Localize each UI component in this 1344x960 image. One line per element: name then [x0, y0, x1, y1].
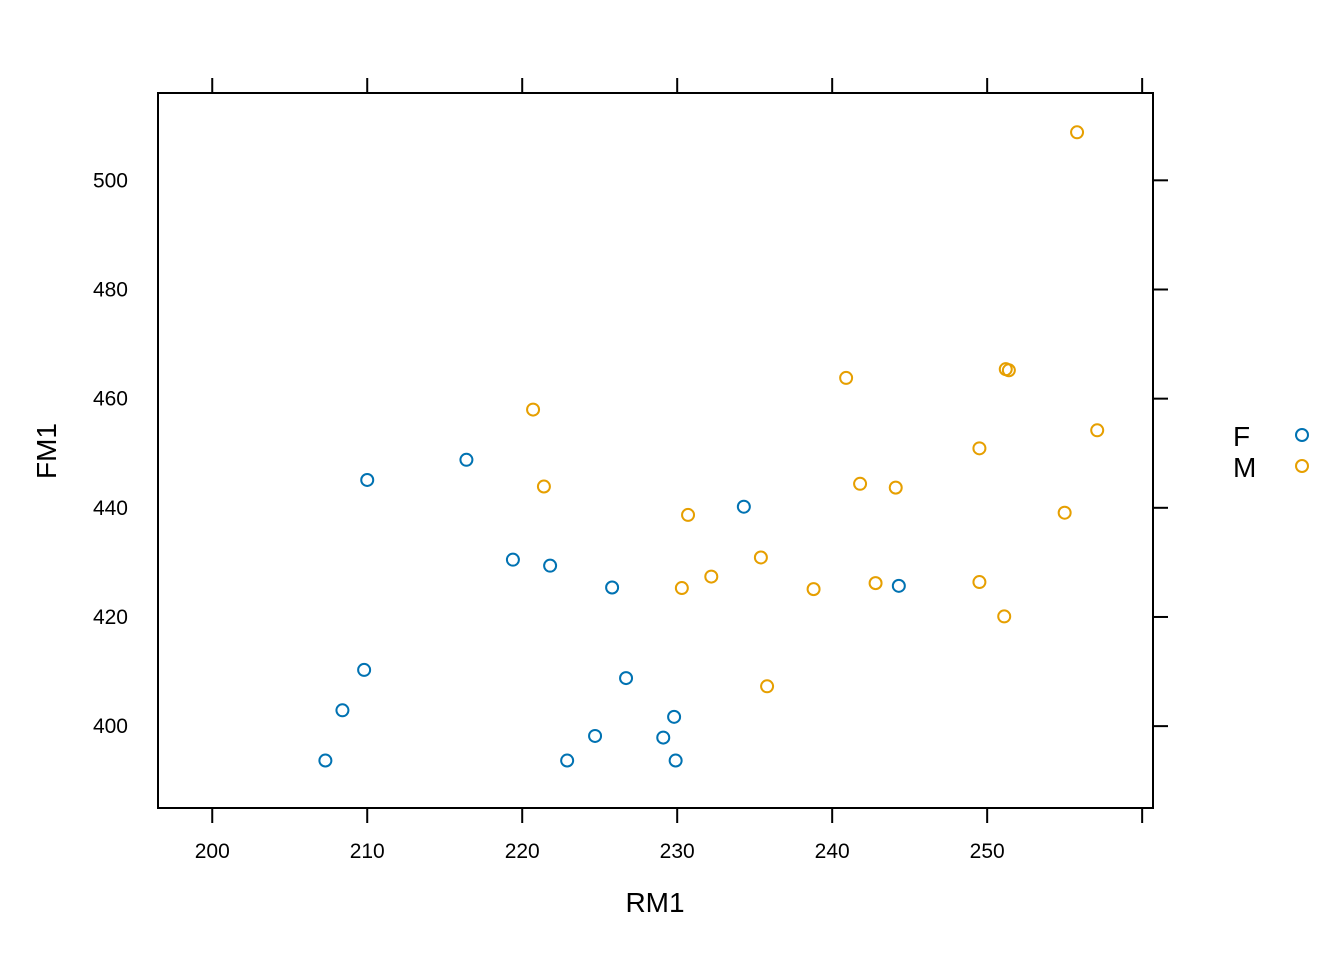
y-tick-label: 440: [93, 497, 128, 520]
data-point-F: [605, 580, 620, 595]
data-point-F: [560, 753, 575, 768]
data-point-M: [753, 550, 768, 565]
data-points: [318, 125, 1105, 768]
x-tick-label: 220: [505, 840, 540, 863]
axis-ticks: [211, 78, 1168, 823]
axis-tick-labels: 200 210 220 230 240 250 400 420 440 460 480 500: [93, 169, 1005, 863]
data-point-M: [681, 507, 696, 522]
y-tick-label: 460: [93, 388, 128, 411]
data-point-M: [806, 582, 821, 597]
data-point-F: [588, 728, 603, 743]
data-point-M: [704, 569, 719, 584]
plot-panel: [157, 92, 1154, 809]
legend: FM: [1233, 421, 1309, 483]
data-point-M: [1057, 505, 1072, 520]
data-point-F: [656, 730, 671, 745]
data-point-F: [668, 753, 683, 768]
data-point-F: [335, 703, 350, 718]
data-point-M: [526, 402, 541, 417]
data-point-F: [667, 709, 682, 724]
x-tick-label: 210: [350, 840, 385, 863]
y-tick-label: 420: [93, 606, 128, 629]
data-point-M: [868, 576, 883, 591]
y-tick-label: 480: [93, 278, 128, 301]
x-tick-label: 230: [660, 840, 695, 863]
x-tick-label: 200: [195, 840, 230, 863]
data-point-F: [357, 662, 372, 677]
legend-label-M: M: [1233, 452, 1256, 483]
data-point-F: [619, 671, 634, 686]
legend-marker-F: [1295, 428, 1309, 442]
x-tick-label: 250: [970, 840, 1005, 863]
data-point-M: [888, 480, 903, 495]
data-point-F: [891, 578, 906, 593]
x-tick-label: 240: [815, 840, 850, 863]
data-point-F: [505, 552, 520, 567]
y-tick-label: 400: [93, 715, 128, 738]
data-point-F: [318, 753, 333, 768]
data-point-M: [997, 609, 1012, 624]
data-point-M: [674, 581, 689, 596]
y-tick-label: 500: [93, 169, 128, 192]
data-point-M: [1090, 423, 1105, 438]
x-axis-title: RM1: [625, 887, 684, 918]
data-point-F: [736, 499, 751, 514]
data-point-F: [459, 452, 474, 467]
data-point-M: [760, 679, 775, 694]
data-point-M: [853, 476, 868, 491]
data-point-M: [972, 441, 987, 456]
data-point-F: [360, 472, 375, 487]
legend-marker-M: [1295, 459, 1309, 473]
data-point-M: [1001, 363, 1016, 378]
legend-label-F: F: [1233, 421, 1250, 452]
data-point-M: [536, 479, 551, 494]
data-point-M: [1070, 125, 1085, 140]
data-point-F: [543, 558, 558, 573]
data-point-M: [839, 370, 854, 385]
data-point-M: [972, 575, 987, 590]
y-axis-title: FM1: [31, 423, 62, 479]
